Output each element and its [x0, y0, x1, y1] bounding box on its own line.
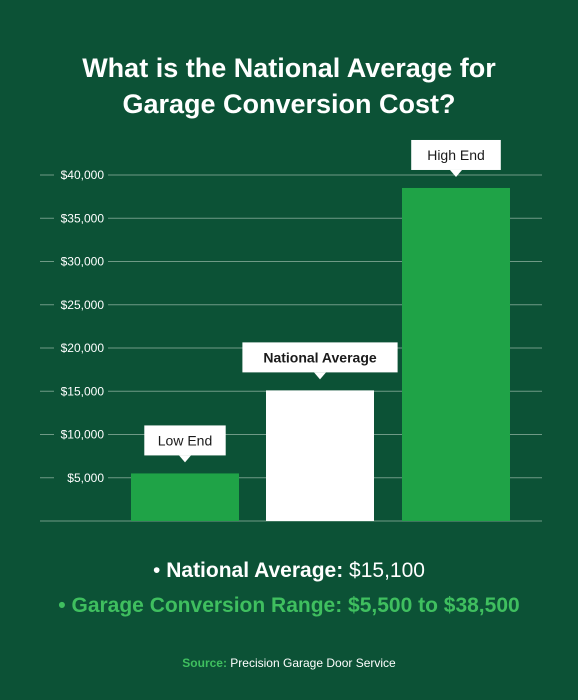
summary: • National Average: $15,100 • Garage Con…: [0, 556, 578, 621]
bar-category-label: High End: [427, 147, 485, 163]
bar-label-box: [411, 139, 501, 170]
source-text: Precision Garage Door Service: [226, 656, 396, 670]
national-average-value: $15,100: [343, 559, 425, 582]
bar-category-label: National Average: [263, 349, 377, 365]
bar: [266, 390, 374, 521]
page-title: What is the National Average for Garage …: [20, 50, 558, 122]
title-line-2: Garage Conversion Cost?: [122, 89, 456, 119]
bar: [402, 187, 510, 521]
source-note: Source: Precision Garage Door Service: [0, 656, 578, 670]
y-tick-label: $40,000: [61, 168, 105, 182]
bar-chart: $5,000 $10,000 $15,000 $20,000 $25,000 $30,00…: [40, 139, 542, 522]
y-tick-label: $25,000: [61, 298, 105, 312]
source-label: Source:: [182, 656, 227, 670]
y-tick-label: $10,000: [61, 428, 105, 442]
bar-label-pointer: [314, 372, 326, 380]
y-tick-label: $5,000: [67, 471, 104, 485]
national-average-label: National Average:: [166, 559, 344, 582]
conversion-range-summary: • Garage Conversion Range: $5,500 to $38…: [58, 594, 520, 617]
bar-category-label: Low End: [158, 432, 212, 448]
y-tick-label: $20,000: [61, 341, 105, 355]
bar: [131, 473, 239, 521]
bar-label-box: [144, 425, 226, 456]
title-line-1: What is the National Average for: [82, 53, 496, 83]
conversion-range-text: Garage Conversion Range: $5,500 to $38,5…: [71, 594, 520, 617]
y-tick-label: $15,000: [61, 384, 105, 398]
y-tick-label: $35,000: [61, 211, 105, 225]
y-tick-label: $30,000: [61, 255, 105, 269]
bar-label-pointer: [179, 455, 191, 463]
bar-label-box: [242, 342, 398, 373]
national-average-summary: • National Average: $15,100: [153, 559, 425, 582]
bar-label-pointer: [450, 169, 462, 177]
